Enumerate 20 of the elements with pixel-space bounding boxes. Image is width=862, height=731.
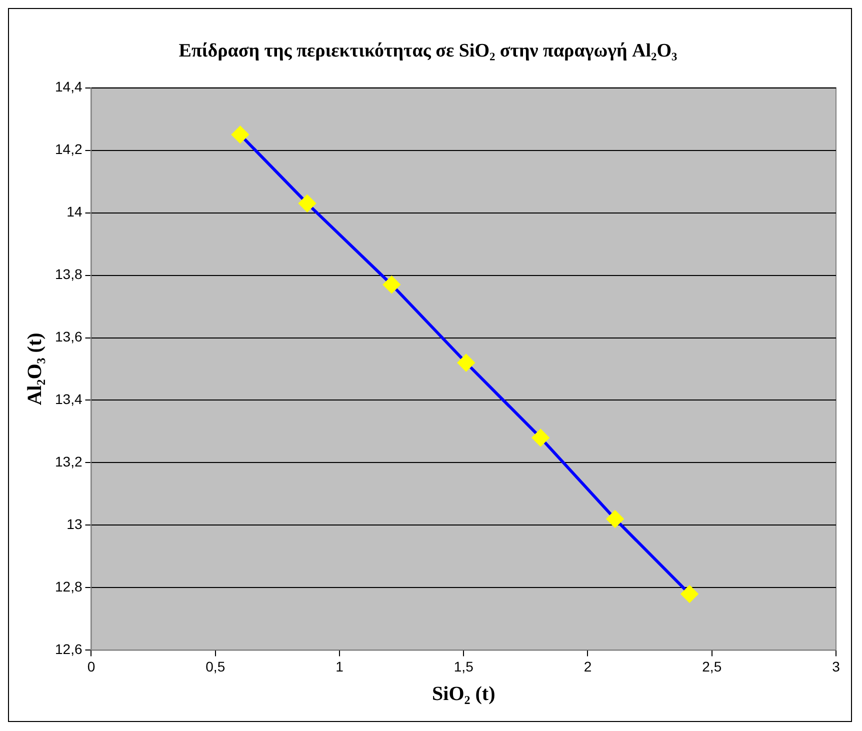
y-tick-label: 13,4 [55, 391, 82, 408]
y-tick-label: 14,4 [55, 78, 82, 95]
x-axis-title: SiO₂ (t) [432, 683, 496, 706]
x-tick-label: 0 [87, 658, 96, 674]
y-tick-label: 13 [66, 516, 82, 532]
x-tick-label: 0,5 [206, 658, 226, 674]
y-tick-label: 12,6 [55, 641, 82, 658]
x-tick-label: 3 [832, 658, 840, 674]
x-tick-label: 2,5 [702, 658, 722, 674]
x-tick-label: 2 [584, 658, 592, 674]
y-tick-label: 14 [66, 204, 82, 220]
chart-title: Επίδραση της περιεκτικότητας σε SiO₂ στην παραγωγή Al₂O₃ [178, 40, 678, 62]
x-tick-label: 1,5 [454, 658, 474, 674]
y-tick-label: 13,6 [55, 328, 82, 345]
y-axis-title: Al₂O₃ (t) [24, 332, 46, 406]
y-tick-label: 13,8 [55, 266, 82, 282]
y-tick-label: 13,2 [55, 454, 82, 470]
y-tick-label: 12,8 [55, 578, 82, 595]
x-tick-label: 1 [336, 658, 344, 674]
y-tick-label: 14,2 [55, 141, 82, 158]
